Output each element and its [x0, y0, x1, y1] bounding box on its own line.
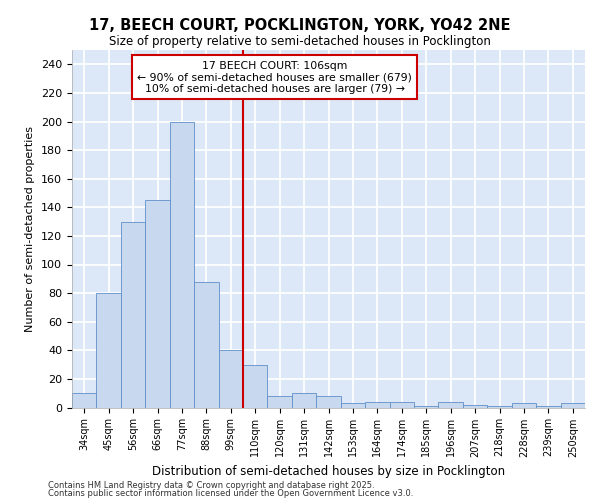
Bar — [268, 396, 292, 407]
Bar — [463, 404, 487, 407]
Bar — [170, 122, 194, 408]
Bar — [97, 293, 121, 408]
Text: Size of property relative to semi-detached houses in Pocklington: Size of property relative to semi-detach… — [109, 35, 491, 48]
X-axis label: Distribution of semi-detached houses by size in Pocklington: Distribution of semi-detached houses by … — [152, 465, 505, 478]
Bar — [292, 393, 316, 407]
Bar — [341, 403, 365, 407]
Text: Contains public sector information licensed under the Open Government Licence v3: Contains public sector information licen… — [48, 488, 413, 498]
Bar — [243, 364, 268, 408]
Bar — [365, 402, 389, 407]
Bar — [121, 222, 145, 408]
Bar — [145, 200, 170, 408]
Text: 17, BEECH COURT, POCKLINGTON, YORK, YO42 2NE: 17, BEECH COURT, POCKLINGTON, YORK, YO42… — [89, 18, 511, 32]
Bar — [512, 403, 536, 407]
Text: Contains HM Land Registry data © Crown copyright and database right 2025.: Contains HM Land Registry data © Crown c… — [48, 481, 374, 490]
Bar — [560, 403, 585, 407]
Bar — [218, 350, 243, 408]
Bar — [414, 406, 439, 407]
Y-axis label: Number of semi-detached properties: Number of semi-detached properties — [25, 126, 35, 332]
Bar — [316, 396, 341, 407]
Bar — [439, 402, 463, 407]
Bar — [72, 393, 97, 407]
Bar — [536, 406, 560, 407]
Bar — [194, 282, 218, 408]
Bar — [389, 402, 414, 407]
Text: 17 BEECH COURT: 106sqm
← 90% of semi-detached houses are smaller (679)
10% of se: 17 BEECH COURT: 106sqm ← 90% of semi-det… — [137, 60, 412, 94]
Bar — [487, 406, 512, 407]
